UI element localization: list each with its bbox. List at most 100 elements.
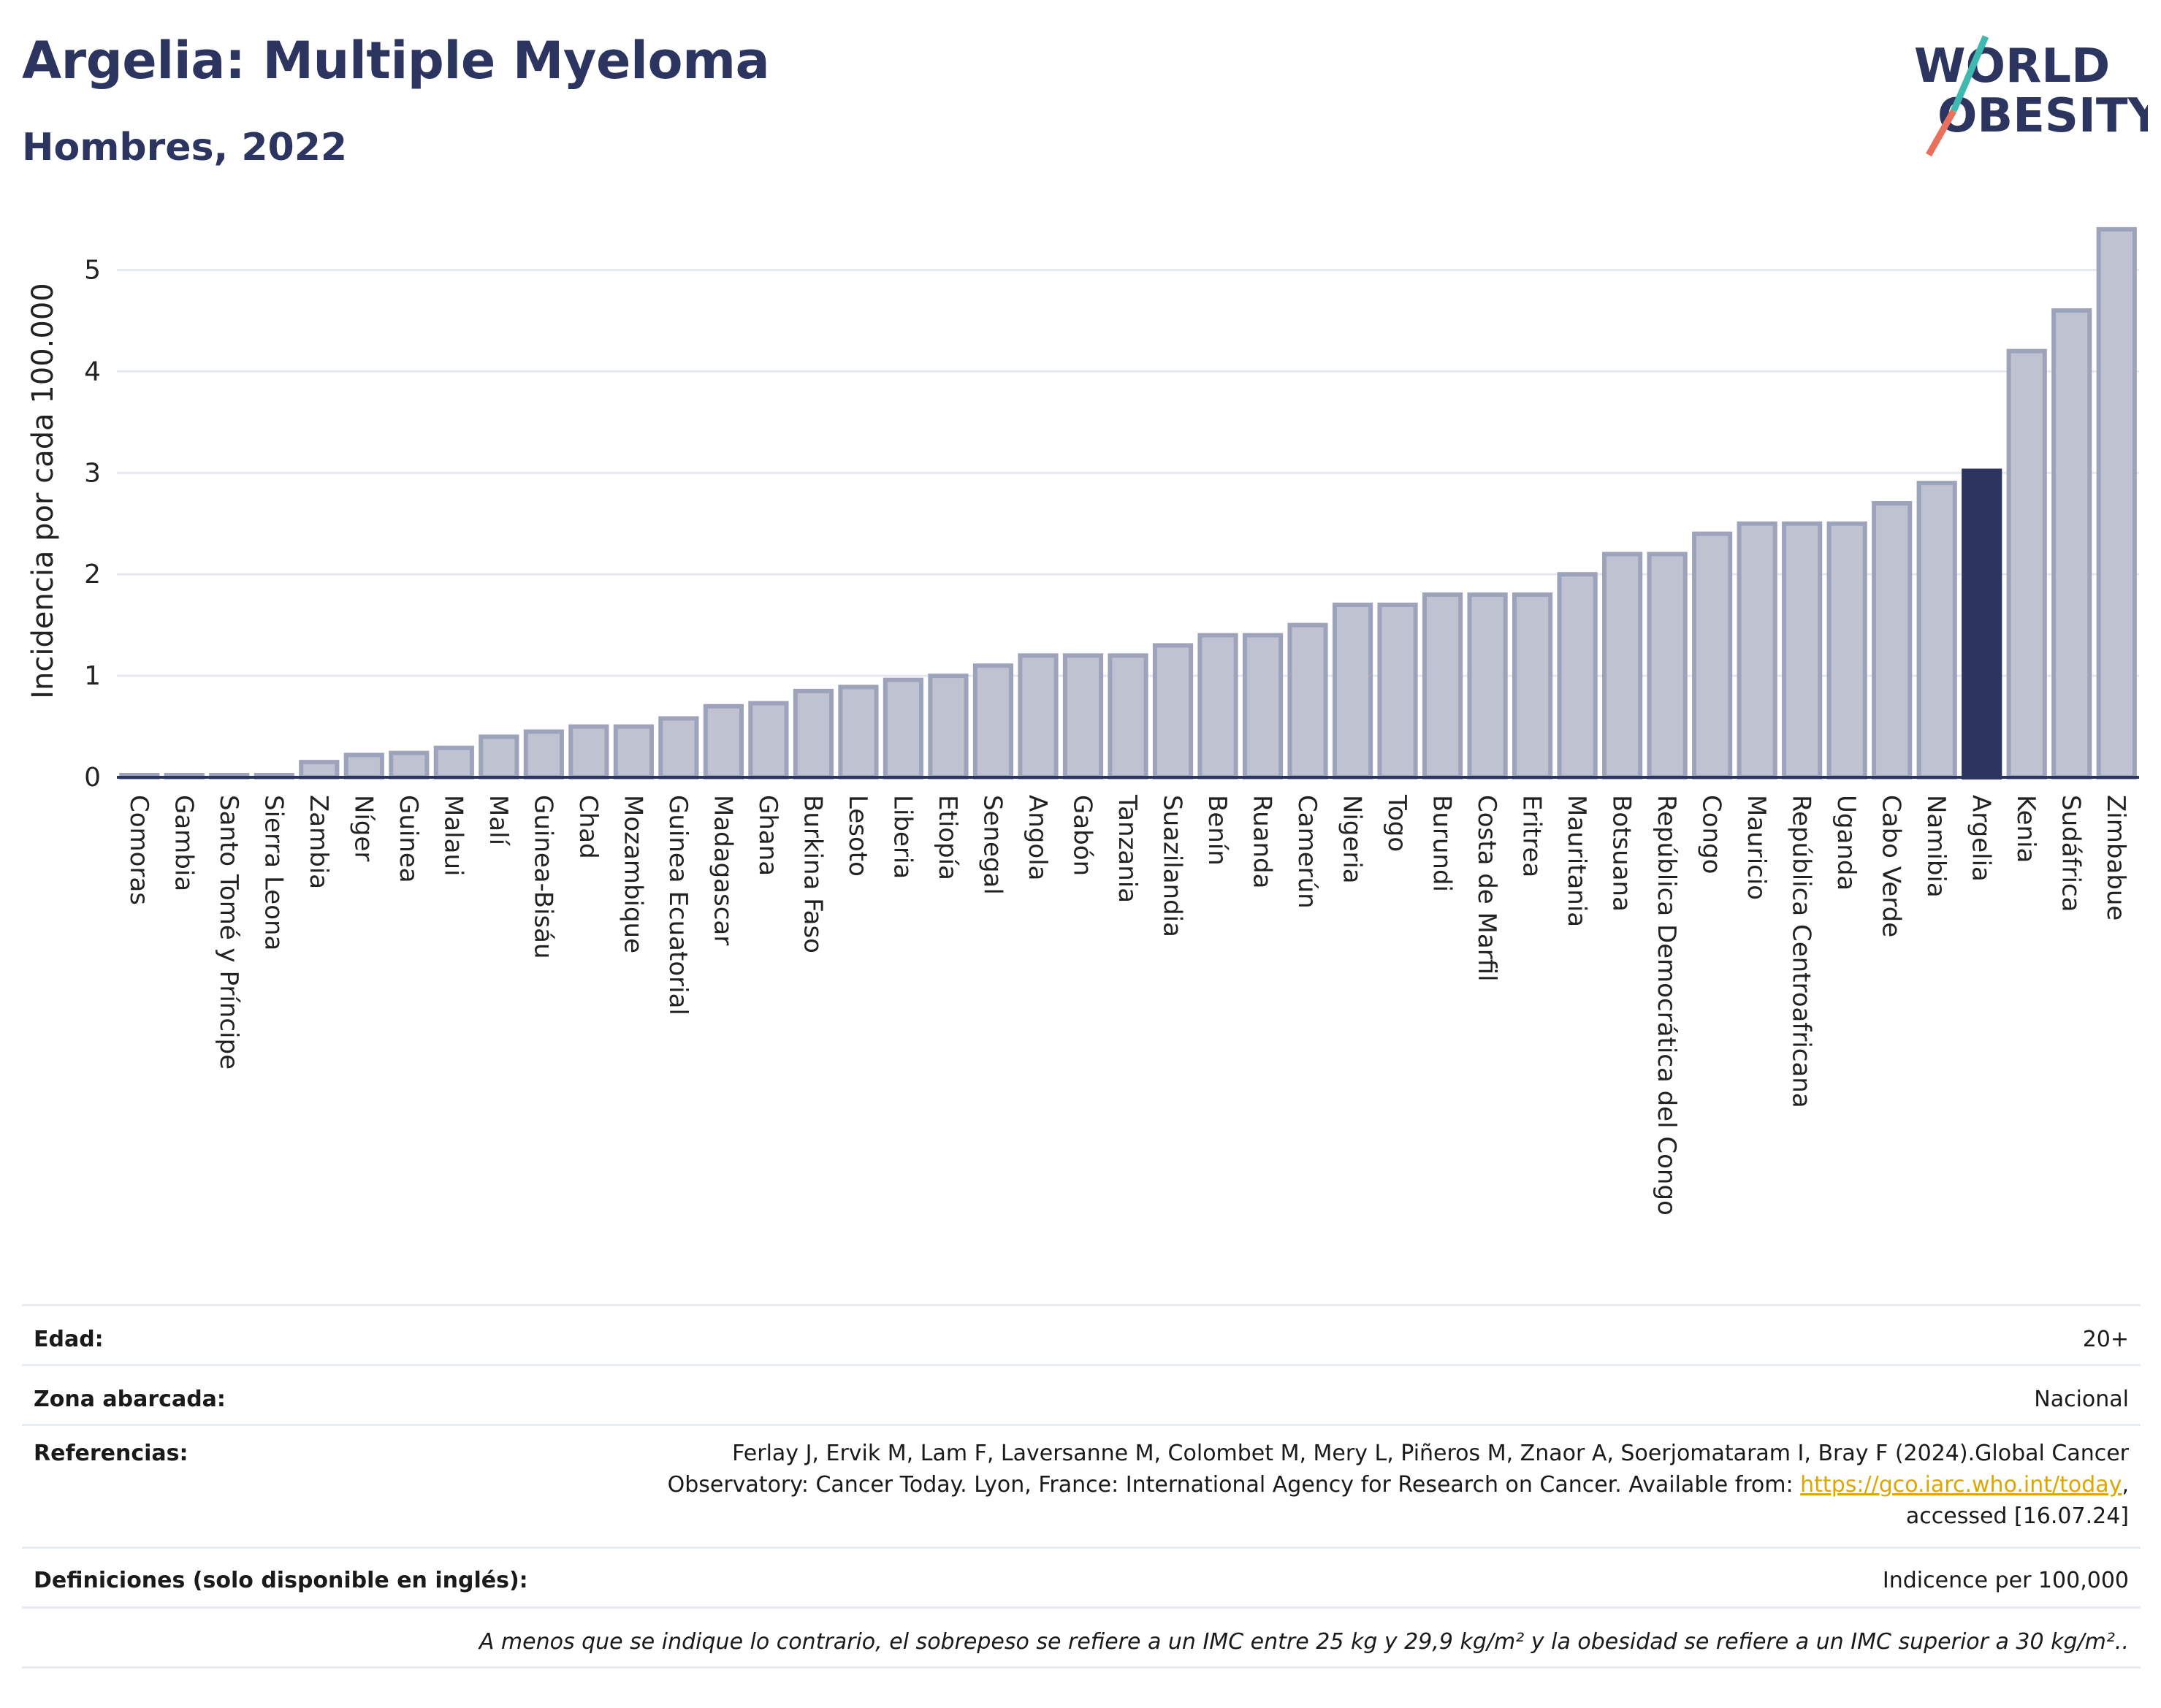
x-tick-label: Madagascar	[708, 795, 737, 945]
x-tick-label: Guinea-Bisáu	[528, 795, 557, 959]
bar	[2096, 226, 2137, 779]
referencias-label: Referencias:	[34, 1441, 188, 1466]
bar	[1557, 572, 1598, 779]
x-tick-label: Tanzania	[1113, 794, 1142, 903]
x-tick-label: Santo Tomé y Príncipe	[214, 795, 243, 1070]
bar-chart: 0 1 2 3 4 5 Comoras Gambia Santo Tomé y Príncipe…	[26, 226, 2139, 1216]
x-tick-label: Zimbabue	[2101, 795, 2130, 920]
bar	[1467, 592, 1508, 779]
x-tick-label: Burundi	[1428, 795, 1457, 892]
bar	[1692, 531, 1733, 779]
x-tick-label: Malí	[484, 795, 513, 847]
ref-line3: accessed [16.07.24]	[1905, 1503, 2129, 1529]
bar	[1242, 633, 1284, 780]
x-tick-label: Suazilandia	[1158, 795, 1187, 937]
zona-value: Nacional	[2034, 1387, 2129, 1412]
y-tick-label: 4	[84, 357, 101, 386]
chart-title: Argelia: Multiple Myeloma	[22, 31, 770, 91]
bar	[793, 688, 834, 779]
y-tick-label: 5	[84, 255, 101, 285]
bar	[1018, 653, 1059, 779]
x-tick-label: Lesoto	[843, 795, 872, 877]
bar	[1287, 622, 1328, 779]
x-tick-label: Namibia	[1921, 795, 1951, 898]
world-obesity-logo: WORLD OBESITY	[1914, 35, 2148, 157]
logo-line1: WORLD	[1914, 39, 2110, 94]
bar	[972, 663, 1014, 780]
x-tick-label: Níger	[348, 795, 378, 861]
bar	[1422, 592, 1463, 779]
ref-link[interactable]: https://gco.iarc.who.int/today	[1800, 1472, 2122, 1498]
logo-line2: OBESITY	[1937, 89, 2148, 143]
bar	[2051, 308, 2092, 779]
info-row-note: A menos que se indique lo contrario, el …	[22, 1606, 2141, 1669]
x-tick-label: República Democrática del Congo	[1652, 795, 1681, 1216]
bar	[613, 724, 654, 780]
bar	[1152, 643, 1194, 779]
bar	[1916, 481, 1957, 779]
x-tick-label: Congo	[1697, 795, 1726, 874]
bar	[1512, 592, 1553, 779]
x-tick-label: Ghana	[753, 795, 782, 876]
bar	[1062, 653, 1104, 779]
x-tick-label: Benín	[1203, 795, 1232, 866]
bar	[1782, 521, 1823, 780]
bar	[479, 734, 519, 779]
bar	[658, 716, 699, 780]
x-tick-label: Gambia	[169, 795, 198, 891]
x-tick-label: Burkina Faso	[798, 795, 827, 953]
info-row-edad: Edad: 20+	[22, 1304, 2141, 1366]
edad-label: Edad:	[34, 1327, 104, 1352]
x-tick-label: Cabo Verde	[1877, 795, 1906, 937]
x-tick-label: Angola	[1023, 795, 1052, 880]
bar	[1602, 552, 1643, 780]
y-tick-label: 2	[84, 560, 101, 590]
x-tick-label: Sierra Leona	[259, 795, 288, 950]
edad-value: 20+	[2082, 1327, 2129, 1352]
bar	[1872, 500, 1913, 779]
bar	[838, 685, 879, 779]
x-tick-label: Guinea Ecuatorial	[663, 795, 693, 1015]
bar	[389, 750, 430, 780]
x-tick-label: Eritrea	[1517, 795, 1547, 877]
chart-subtitle: Hombres, 2022	[22, 126, 348, 169]
bar	[1826, 521, 1867, 780]
bar	[433, 745, 474, 780]
ref-line2-end: ,	[2122, 1472, 2129, 1498]
ref-line2-text: Observatory: Cancer Today. Lyon, France:…	[667, 1472, 1801, 1498]
y-axis-label: Incidencia por cada 100.000	[26, 283, 60, 699]
x-tick-label: Mauritania	[1562, 795, 1591, 927]
x-tick-label: República Centroafricana	[1787, 795, 1816, 1108]
x-tick-label: Nigeria	[1338, 795, 1367, 884]
bar	[1962, 468, 2002, 780]
x-tick-label: Zambia	[304, 795, 333, 889]
bar	[2006, 348, 2047, 779]
zona-label: Zona abarcada:	[34, 1387, 226, 1412]
bar	[883, 677, 924, 779]
x-tick-label: Liberia	[888, 795, 917, 879]
bar	[1647, 552, 1688, 780]
x-tick-label: Etiopía	[933, 795, 962, 880]
info-row-zona: Zona abarcada: Nacional	[22, 1364, 2141, 1426]
bar	[299, 760, 340, 780]
bar	[1737, 521, 1777, 780]
x-tick-label: Botsuana	[1607, 795, 1636, 912]
y-tick-label: 0	[84, 763, 101, 793]
ref-line1: Ferlay J, Ervik M, Lam F, Laversanne M, …	[732, 1441, 2129, 1466]
x-tick-label: Costa de Marfil	[1472, 795, 1501, 982]
obesity-note: A menos que se indique lo contrario, el …	[479, 1629, 2129, 1655]
x-tick-label: Malaui	[438, 795, 468, 876]
bar	[343, 752, 384, 779]
x-tick-label: Ruanda	[1248, 795, 1277, 888]
bar	[928, 674, 969, 779]
x-tick-label: Guinea	[394, 795, 423, 883]
bar	[748, 701, 789, 780]
x-tick-label: Argelia	[1967, 795, 1996, 882]
x-tick-label: Gabón	[1067, 795, 1097, 876]
bar	[1108, 653, 1148, 779]
info-row-referencias: Referencias: Ferlay J, Ervik M, Lam F, L…	[22, 1424, 2141, 1549]
y-tick-label: 3	[84, 458, 101, 488]
x-tick-label: Uganda	[1832, 795, 1861, 891]
x-tick-label: Sudáfrica	[2057, 795, 2086, 912]
referencias-value: Ferlay J, Ervik M, Lam F, Laversanne M, …	[668, 1438, 2129, 1532]
